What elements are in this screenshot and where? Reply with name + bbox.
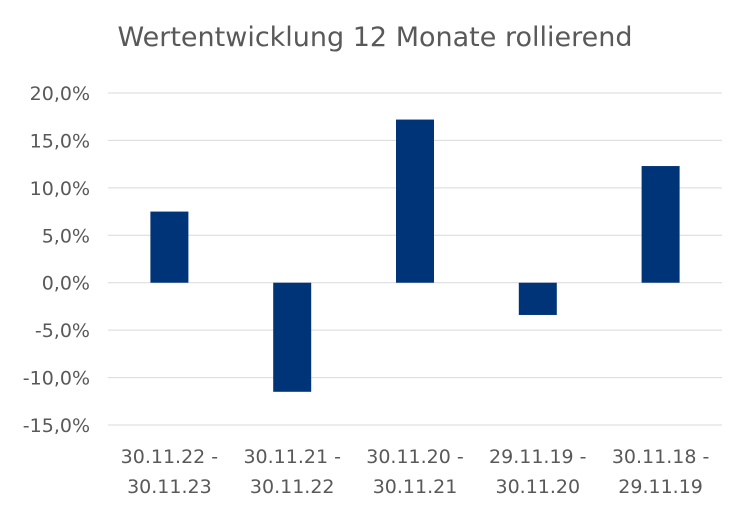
bar: [396, 119, 434, 283]
bar: [518, 282, 557, 315]
x-category-label: 30.11.22: [250, 476, 335, 498]
y-tick-label: -5,0%: [35, 320, 90, 342]
x-category-label: 30.11.21: [373, 476, 458, 498]
x-category-label: 30.11.23: [127, 476, 212, 498]
x-axis-category-labels: 30.11.22 - 30.11.23 30.11.21 - 30.11.22 30.1…: [121, 446, 710, 498]
y-tick-label: 20,0%: [30, 83, 90, 105]
y-tick-label: 5,0%: [42, 225, 90, 247]
x-category-label: 30.11.20 -: [366, 446, 464, 468]
y-tick-label: 10,0%: [30, 178, 90, 200]
y-tick-label: -15,0%: [23, 415, 90, 437]
bars: [150, 119, 680, 392]
x-category-label: 30.11.20: [495, 476, 580, 498]
bar: [273, 282, 312, 392]
x-category-label: 29.11.19 -: [489, 446, 587, 468]
x-category-label: 30.11.18 -: [612, 446, 710, 468]
bar: [641, 166, 680, 283]
x-category-label: 29.11.19: [618, 476, 703, 498]
bar: [150, 211, 189, 283]
x-category-label: 30.11.21 -: [243, 446, 341, 468]
y-tick-label: 15,0%: [30, 130, 90, 152]
chart-title: Wertentwicklung 12 Monate rollierend: [117, 22, 633, 53]
y-tick-label: 0,0%: [42, 273, 90, 295]
y-axis-tick-labels: 20,0% 15,0% 10,0% 5,0% 0,0% -5,0% -10,0% -15,0%: [23, 83, 90, 437]
x-category-label: 30.11.22 -: [121, 446, 219, 468]
y-tick-label: -10,0%: [23, 368, 90, 390]
